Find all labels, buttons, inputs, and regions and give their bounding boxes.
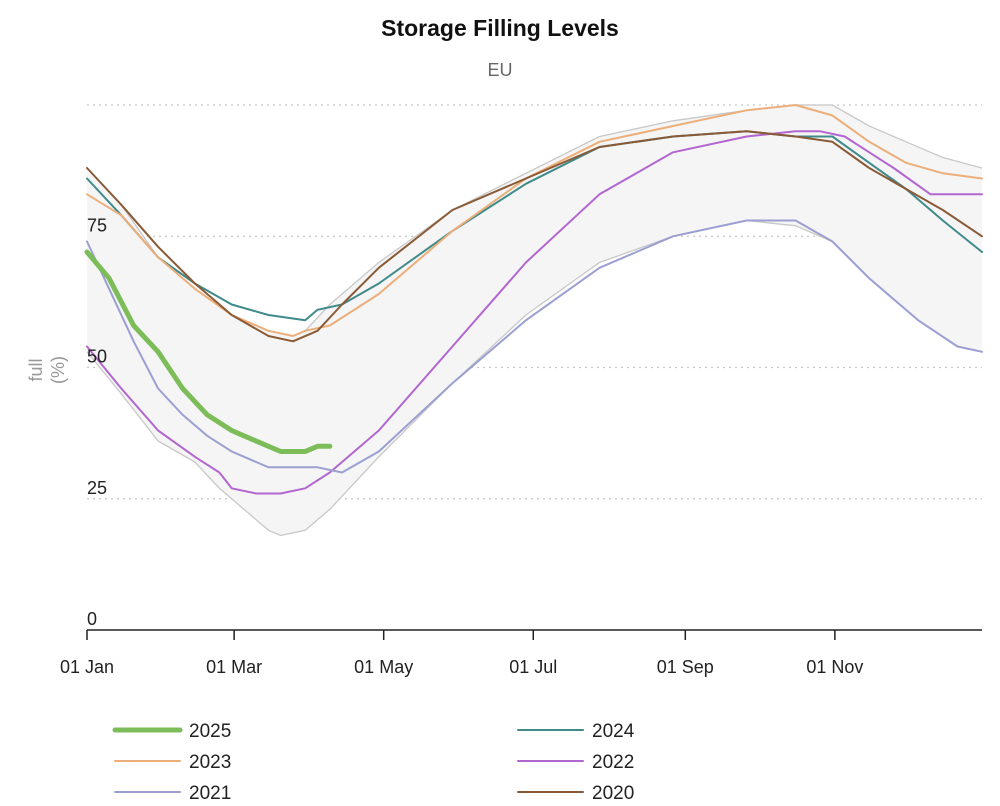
y-tick-label: 25 — [87, 478, 107, 498]
x-tick-label: 01 Jul — [509, 657, 557, 677]
y-axis-ticks: 0 25 50 75 — [87, 215, 107, 629]
historical-range-band — [86, 104, 983, 537]
range-band-area — [87, 105, 982, 536]
legend-label-2020[interactable]: 2020 — [592, 783, 634, 804]
series-line-2021 — [86, 219, 983, 474]
chart-subtitle: EU — [487, 60, 512, 80]
series-line-2022 — [86, 130, 983, 495]
y-axis-label: full (%) — [26, 356, 68, 384]
y-tick-label: 75 — [87, 215, 107, 235]
legend-label-2021[interactable]: 2021 — [189, 783, 231, 804]
legend-label-2024[interactable]: 2024 — [592, 721, 635, 742]
y-tick-label: 50 — [87, 347, 107, 367]
y-tick-label: 0 — [87, 609, 97, 629]
series-lines — [84, 104, 983, 495]
legend-label-2023[interactable]: 2023 — [189, 752, 231, 773]
y-axis-label-text: full — [26, 358, 46, 381]
series-line-2020 — [86, 130, 983, 343]
x-tick-label: 01 Jan — [60, 657, 114, 677]
legend-label-2025[interactable]: 2025 — [189, 721, 231, 742]
x-tick-label: 01 May — [354, 657, 413, 677]
legend-label-2022[interactable]: 2022 — [592, 752, 634, 773]
y-axis-label-unit: (%) — [48, 356, 68, 384]
chart-title: Storage Filling Levels — [381, 15, 619, 41]
x-tick-label: 01 Sep — [657, 657, 714, 677]
series-line-2025 — [84, 249, 333, 454]
x-tick-label: 01 Mar — [206, 657, 262, 677]
x-tick-label: 01 Nov — [806, 657, 863, 677]
legend: 2025 2024 2023 2022 2021 2020 — [112, 721, 635, 804]
x-axis: 01 Jan 01 Mar 01 May 01 Jul 01 Sep 01 Nov — [60, 629, 982, 677]
series-line-2023 — [86, 104, 983, 337]
